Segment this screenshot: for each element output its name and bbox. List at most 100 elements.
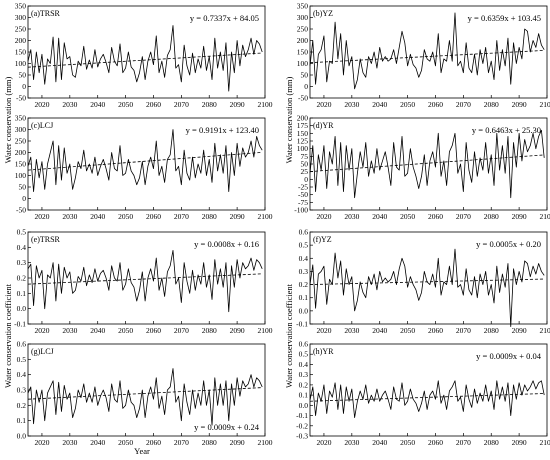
trend-equation: y = 0.0008x + 0.16 — [194, 239, 259, 249]
x-tick-label: 2080 — [202, 100, 217, 109]
x-tick-label: 2020 — [34, 212, 49, 221]
x-tick-label: 2070 — [174, 212, 189, 221]
trend-line — [27, 52, 263, 68]
y-tick-label: 0 — [304, 175, 308, 184]
trend-line — [309, 50, 545, 64]
y-tick-label: 0 — [22, 82, 26, 91]
y-tick-label: 0.6 — [299, 340, 309, 349]
panel-3: -50 0 50 100 150 200 250 300 350 2020 2030 2040 2050… — [15, 114, 273, 222]
x-tick-label: 2040 — [90, 326, 105, 335]
x-tick-label: 2030 — [62, 212, 77, 221]
trend-line — [27, 387, 263, 400]
x-tick-label: 2080 — [484, 100, 499, 109]
x-tick-label: 2070 — [456, 326, 471, 335]
y-tick-label: 0.1 — [299, 391, 309, 400]
y-tick-label: 350 — [297, 2, 309, 11]
data-series-line — [309, 248, 545, 328]
y-tick-label: 300 — [15, 13, 27, 22]
panel-5: -0.1 0.0 0.1 0.2 0.3 0.4 0.5 2020 2030 2040 2050 20… — [14, 228, 273, 336]
x-tick-label: 2020 — [316, 438, 331, 447]
panel-1: -50 0 50 100 150 200 250 300 350 2020 2030 2040 2050… — [15, 2, 273, 110]
data-series-line — [309, 129, 545, 199]
trend-equation: y = 0.0009x + 0.24 — [194, 422, 260, 432]
y-tick-label: 0.5 — [299, 241, 309, 250]
y-tick-label: 100 — [15, 171, 27, 180]
y-tick-label: -0.2 — [296, 421, 308, 430]
y-tick-label: 0.2 — [299, 280, 309, 289]
y-tick-label: -50 — [298, 94, 308, 103]
x-tick-label: 2100 — [258, 100, 273, 109]
y-tick-label: 0.3 — [17, 258, 27, 267]
y-tick-label: 125 — [297, 137, 309, 146]
y-tick-label: 200 — [15, 148, 27, 157]
x-tick-label: 2030 — [62, 100, 77, 109]
panel-6: -0.1 0.0 0.1 0.2 0.3 0.4 0.5 0.6 2020 2030 2040 205… — [296, 228, 550, 336]
y-tick-label: 0.1 — [17, 289, 27, 298]
x-tick-label: 2020 — [316, 100, 331, 109]
x-tick-label: 2100 — [540, 438, 550, 447]
x-tick-label: 2090 — [512, 326, 527, 335]
y-tick-label: 0.3 — [17, 386, 27, 395]
trend-equation: y = 0.6359x + 103.45 — [468, 13, 541, 23]
panel-label: (e)TRSR — [31, 235, 61, 244]
x-tick-label: 2030 — [344, 212, 359, 221]
x-tick-label: 2060 — [428, 212, 443, 221]
x-tick-label: 2090 — [512, 100, 527, 109]
x-tick-label: 2060 — [146, 100, 161, 109]
x-tick-label: 2040 — [372, 212, 387, 221]
data-series-line — [27, 25, 263, 92]
y-axis-title-bottom-right: Water conservation coefficient — [284, 283, 294, 388]
y-tick-label: 75 — [301, 152, 309, 161]
x-tick-label: 2080 — [202, 438, 217, 447]
x-tick-label: 2100 — [258, 212, 273, 221]
y-tick-label: 0.0 — [299, 306, 309, 315]
trend-line — [27, 151, 263, 171]
x-tick-label: 2040 — [372, 100, 387, 109]
x-tick-label: 2090 — [230, 100, 245, 109]
y-tick-label: 150 — [15, 160, 27, 169]
y-tick-label: 200 — [15, 36, 27, 45]
x-tick-label: 2090 — [230, 326, 245, 335]
panel-label: (b)YZ — [313, 9, 333, 18]
y-tick-label: -0.1 — [296, 411, 308, 420]
y-tick-label: 300 — [15, 125, 27, 134]
trend-equation: y = 0.9191x + 123.40 — [186, 125, 259, 135]
panel-label: (g)LCJ — [31, 347, 54, 356]
y-tick-label: -75 — [298, 198, 308, 207]
y-tick-label: 250 — [15, 137, 27, 146]
y-tick-label: 0.1 — [299, 293, 309, 302]
trend-line — [309, 278, 545, 285]
y-tick-label: -50 — [298, 190, 308, 199]
x-tick-label: 2090 — [230, 438, 245, 447]
x-tick-label: 2020 — [316, 326, 331, 335]
data-series-line — [27, 129, 263, 193]
plot-frame — [309, 231, 548, 325]
x-tick-label: 2080 — [202, 212, 217, 221]
y-tick-label: 0.2 — [17, 401, 27, 410]
y-tick-label: 0.4 — [299, 360, 309, 369]
x-tick-label: 2070 — [174, 326, 189, 335]
y-tick-label: 100 — [15, 59, 27, 68]
panel-label: (f)YZ — [313, 235, 332, 244]
data-series-line — [27, 249, 263, 313]
x-tick-label: 2040 — [372, 326, 387, 335]
x-tick-label: 2050 — [118, 212, 133, 221]
trend-line — [309, 393, 545, 402]
y-tick-label: 0.2 — [299, 380, 309, 389]
x-tick-label: 2050 — [118, 326, 133, 335]
x-tick-label: 2050 — [118, 438, 133, 447]
panel-8: -0.3 -0.2-0.10.00.1 0.20.30.40.50.6 2020 203… — [296, 340, 550, 448]
y-tick-label: 100 — [297, 144, 309, 153]
x-tick-label: 2030 — [344, 100, 359, 109]
x-tick-label: 2100 — [540, 212, 550, 221]
x-tick-label: 2070 — [456, 212, 471, 221]
y-tick-label: -0.3 — [296, 432, 308, 441]
x-tick-label: 2100 — [540, 100, 550, 109]
x-tick-label: 2040 — [90, 438, 105, 447]
y-tick-label: 0 — [22, 194, 26, 203]
y-tick-label: 300 — [297, 13, 309, 22]
y-tick-label: 0.4 — [299, 254, 309, 263]
x-tick-label: 2060 — [146, 438, 161, 447]
y-tick-label: 0.6 — [17, 340, 27, 349]
